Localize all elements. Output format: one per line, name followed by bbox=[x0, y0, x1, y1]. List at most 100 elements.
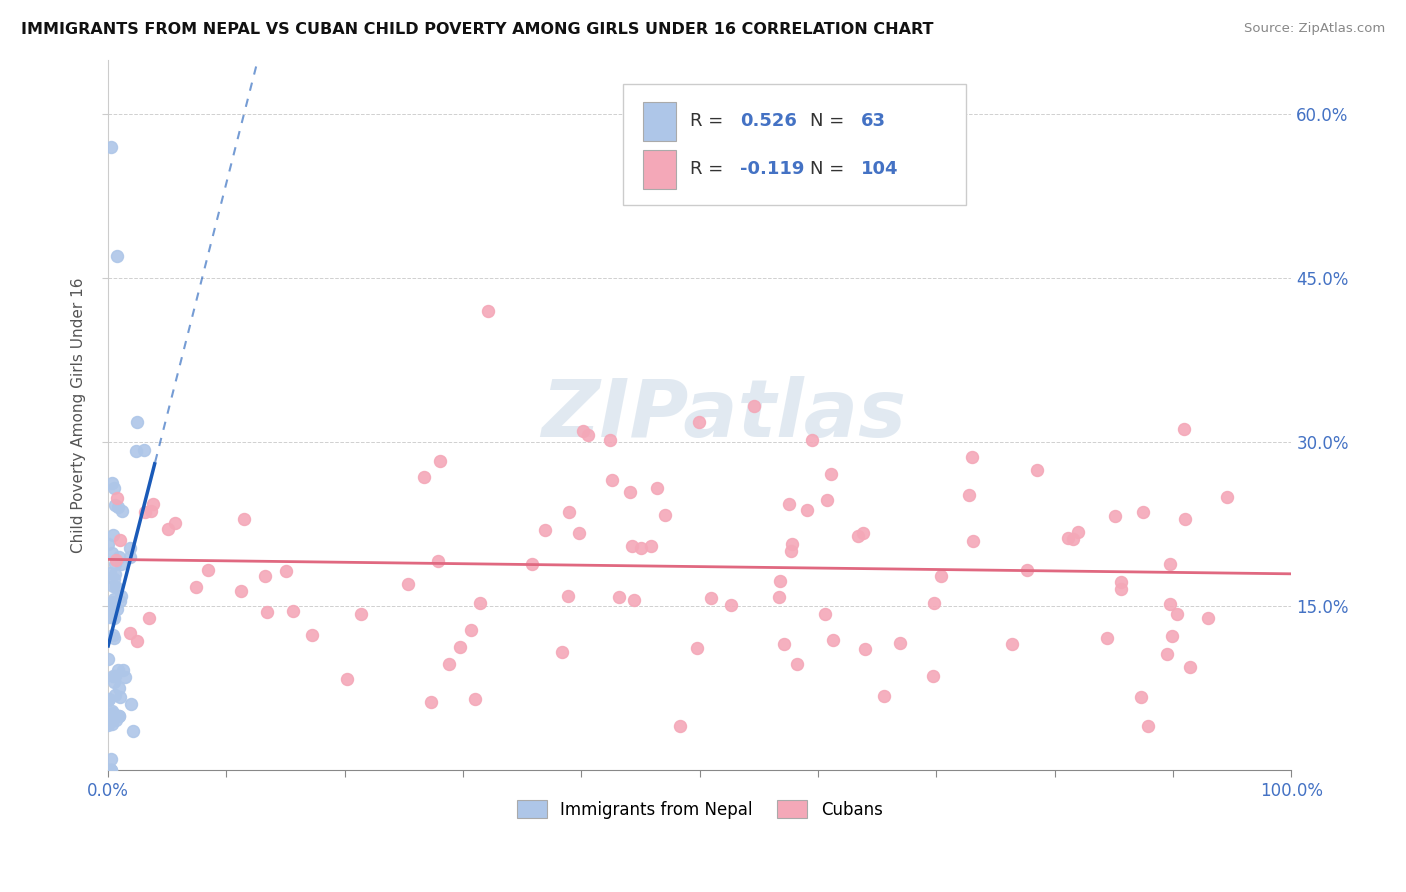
Point bbox=[815, 492, 838, 507]
Point bbox=[1109, 575, 1132, 590]
Point bbox=[134, 505, 156, 519]
Point bbox=[107, 681, 129, 695]
Point bbox=[786, 657, 808, 671]
Point bbox=[620, 539, 643, 553]
Point bbox=[97, 715, 120, 730]
Point bbox=[132, 443, 155, 458]
Point bbox=[846, 529, 869, 543]
Text: 63: 63 bbox=[860, 112, 886, 130]
Text: 0.526: 0.526 bbox=[740, 112, 797, 130]
Point bbox=[98, 707, 121, 722]
Point bbox=[165, 516, 187, 530]
Point bbox=[931, 568, 953, 582]
Point bbox=[699, 591, 721, 605]
Point bbox=[101, 610, 124, 624]
Point bbox=[1132, 505, 1154, 519]
Point bbox=[120, 550, 142, 565]
Point bbox=[576, 428, 599, 442]
Point bbox=[103, 481, 125, 495]
Point bbox=[97, 692, 120, 706]
Point bbox=[110, 533, 132, 547]
Point bbox=[607, 591, 630, 605]
Point bbox=[138, 610, 160, 624]
Point bbox=[111, 503, 134, 517]
Point bbox=[1136, 719, 1159, 733]
Point bbox=[100, 763, 122, 777]
Point bbox=[960, 450, 983, 464]
Point bbox=[197, 563, 219, 577]
Point bbox=[1166, 607, 1188, 621]
Point bbox=[101, 706, 124, 720]
Point bbox=[1159, 557, 1181, 571]
Point bbox=[229, 583, 252, 598]
Point bbox=[449, 640, 471, 654]
Point bbox=[1173, 422, 1195, 436]
Point bbox=[112, 663, 135, 677]
Point bbox=[599, 434, 621, 448]
Point bbox=[533, 523, 555, 537]
Point bbox=[103, 631, 125, 645]
Point bbox=[460, 623, 482, 637]
Point bbox=[101, 717, 124, 731]
Point bbox=[922, 596, 945, 610]
Point bbox=[780, 544, 803, 558]
Point bbox=[429, 454, 451, 468]
Point bbox=[821, 632, 844, 647]
Point bbox=[780, 536, 803, 550]
Text: Source: ZipAtlas.com: Source: ZipAtlas.com bbox=[1244, 22, 1385, 36]
Point bbox=[103, 591, 125, 606]
Point bbox=[301, 628, 323, 642]
Point bbox=[100, 599, 122, 614]
Point bbox=[1180, 660, 1202, 674]
Point bbox=[1056, 531, 1078, 545]
Point bbox=[98, 610, 121, 624]
Point bbox=[125, 443, 148, 458]
Point bbox=[103, 610, 125, 624]
Point bbox=[412, 469, 434, 483]
Point bbox=[105, 602, 128, 616]
Point bbox=[100, 763, 122, 777]
Point bbox=[1174, 512, 1197, 526]
Point bbox=[769, 574, 792, 589]
Point bbox=[108, 550, 131, 565]
Point bbox=[1062, 532, 1084, 546]
Point bbox=[97, 652, 120, 666]
Point bbox=[103, 628, 125, 642]
Point bbox=[1156, 648, 1178, 662]
Point bbox=[1001, 637, 1024, 651]
Point bbox=[426, 554, 449, 568]
Point bbox=[814, 607, 837, 622]
Point bbox=[125, 634, 148, 648]
Point bbox=[103, 528, 125, 542]
Point bbox=[283, 603, 305, 617]
Point bbox=[853, 641, 876, 656]
FancyBboxPatch shape bbox=[643, 103, 676, 141]
Point bbox=[105, 491, 128, 506]
Point bbox=[1015, 563, 1038, 577]
Y-axis label: Child Poverty Among Girls Under 16: Child Poverty Among Girls Under 16 bbox=[72, 277, 86, 552]
Text: IMMIGRANTS FROM NEPAL VS CUBAN CHILD POVERTY AMONG GIRLS UNDER 16 CORRELATION CH: IMMIGRANTS FROM NEPAL VS CUBAN CHILD POV… bbox=[21, 22, 934, 37]
Point bbox=[773, 636, 796, 650]
Point bbox=[796, 502, 818, 516]
Point bbox=[97, 692, 120, 706]
Point bbox=[114, 670, 136, 684]
FancyBboxPatch shape bbox=[643, 150, 676, 189]
Text: N =: N = bbox=[810, 112, 849, 130]
Point bbox=[103, 579, 125, 593]
Point bbox=[1104, 508, 1126, 523]
Point bbox=[108, 594, 131, 608]
Point bbox=[108, 708, 131, 723]
Point bbox=[1197, 611, 1219, 625]
Point bbox=[120, 541, 142, 555]
Point bbox=[107, 500, 129, 514]
Point bbox=[820, 467, 842, 481]
Point bbox=[568, 526, 591, 541]
Point bbox=[1159, 598, 1181, 612]
Point bbox=[101, 476, 124, 491]
Point bbox=[1025, 462, 1047, 476]
Point bbox=[142, 497, 165, 511]
Text: -0.119: -0.119 bbox=[740, 160, 804, 178]
Point bbox=[600, 473, 623, 487]
Point bbox=[110, 589, 132, 603]
Point bbox=[105, 553, 128, 567]
